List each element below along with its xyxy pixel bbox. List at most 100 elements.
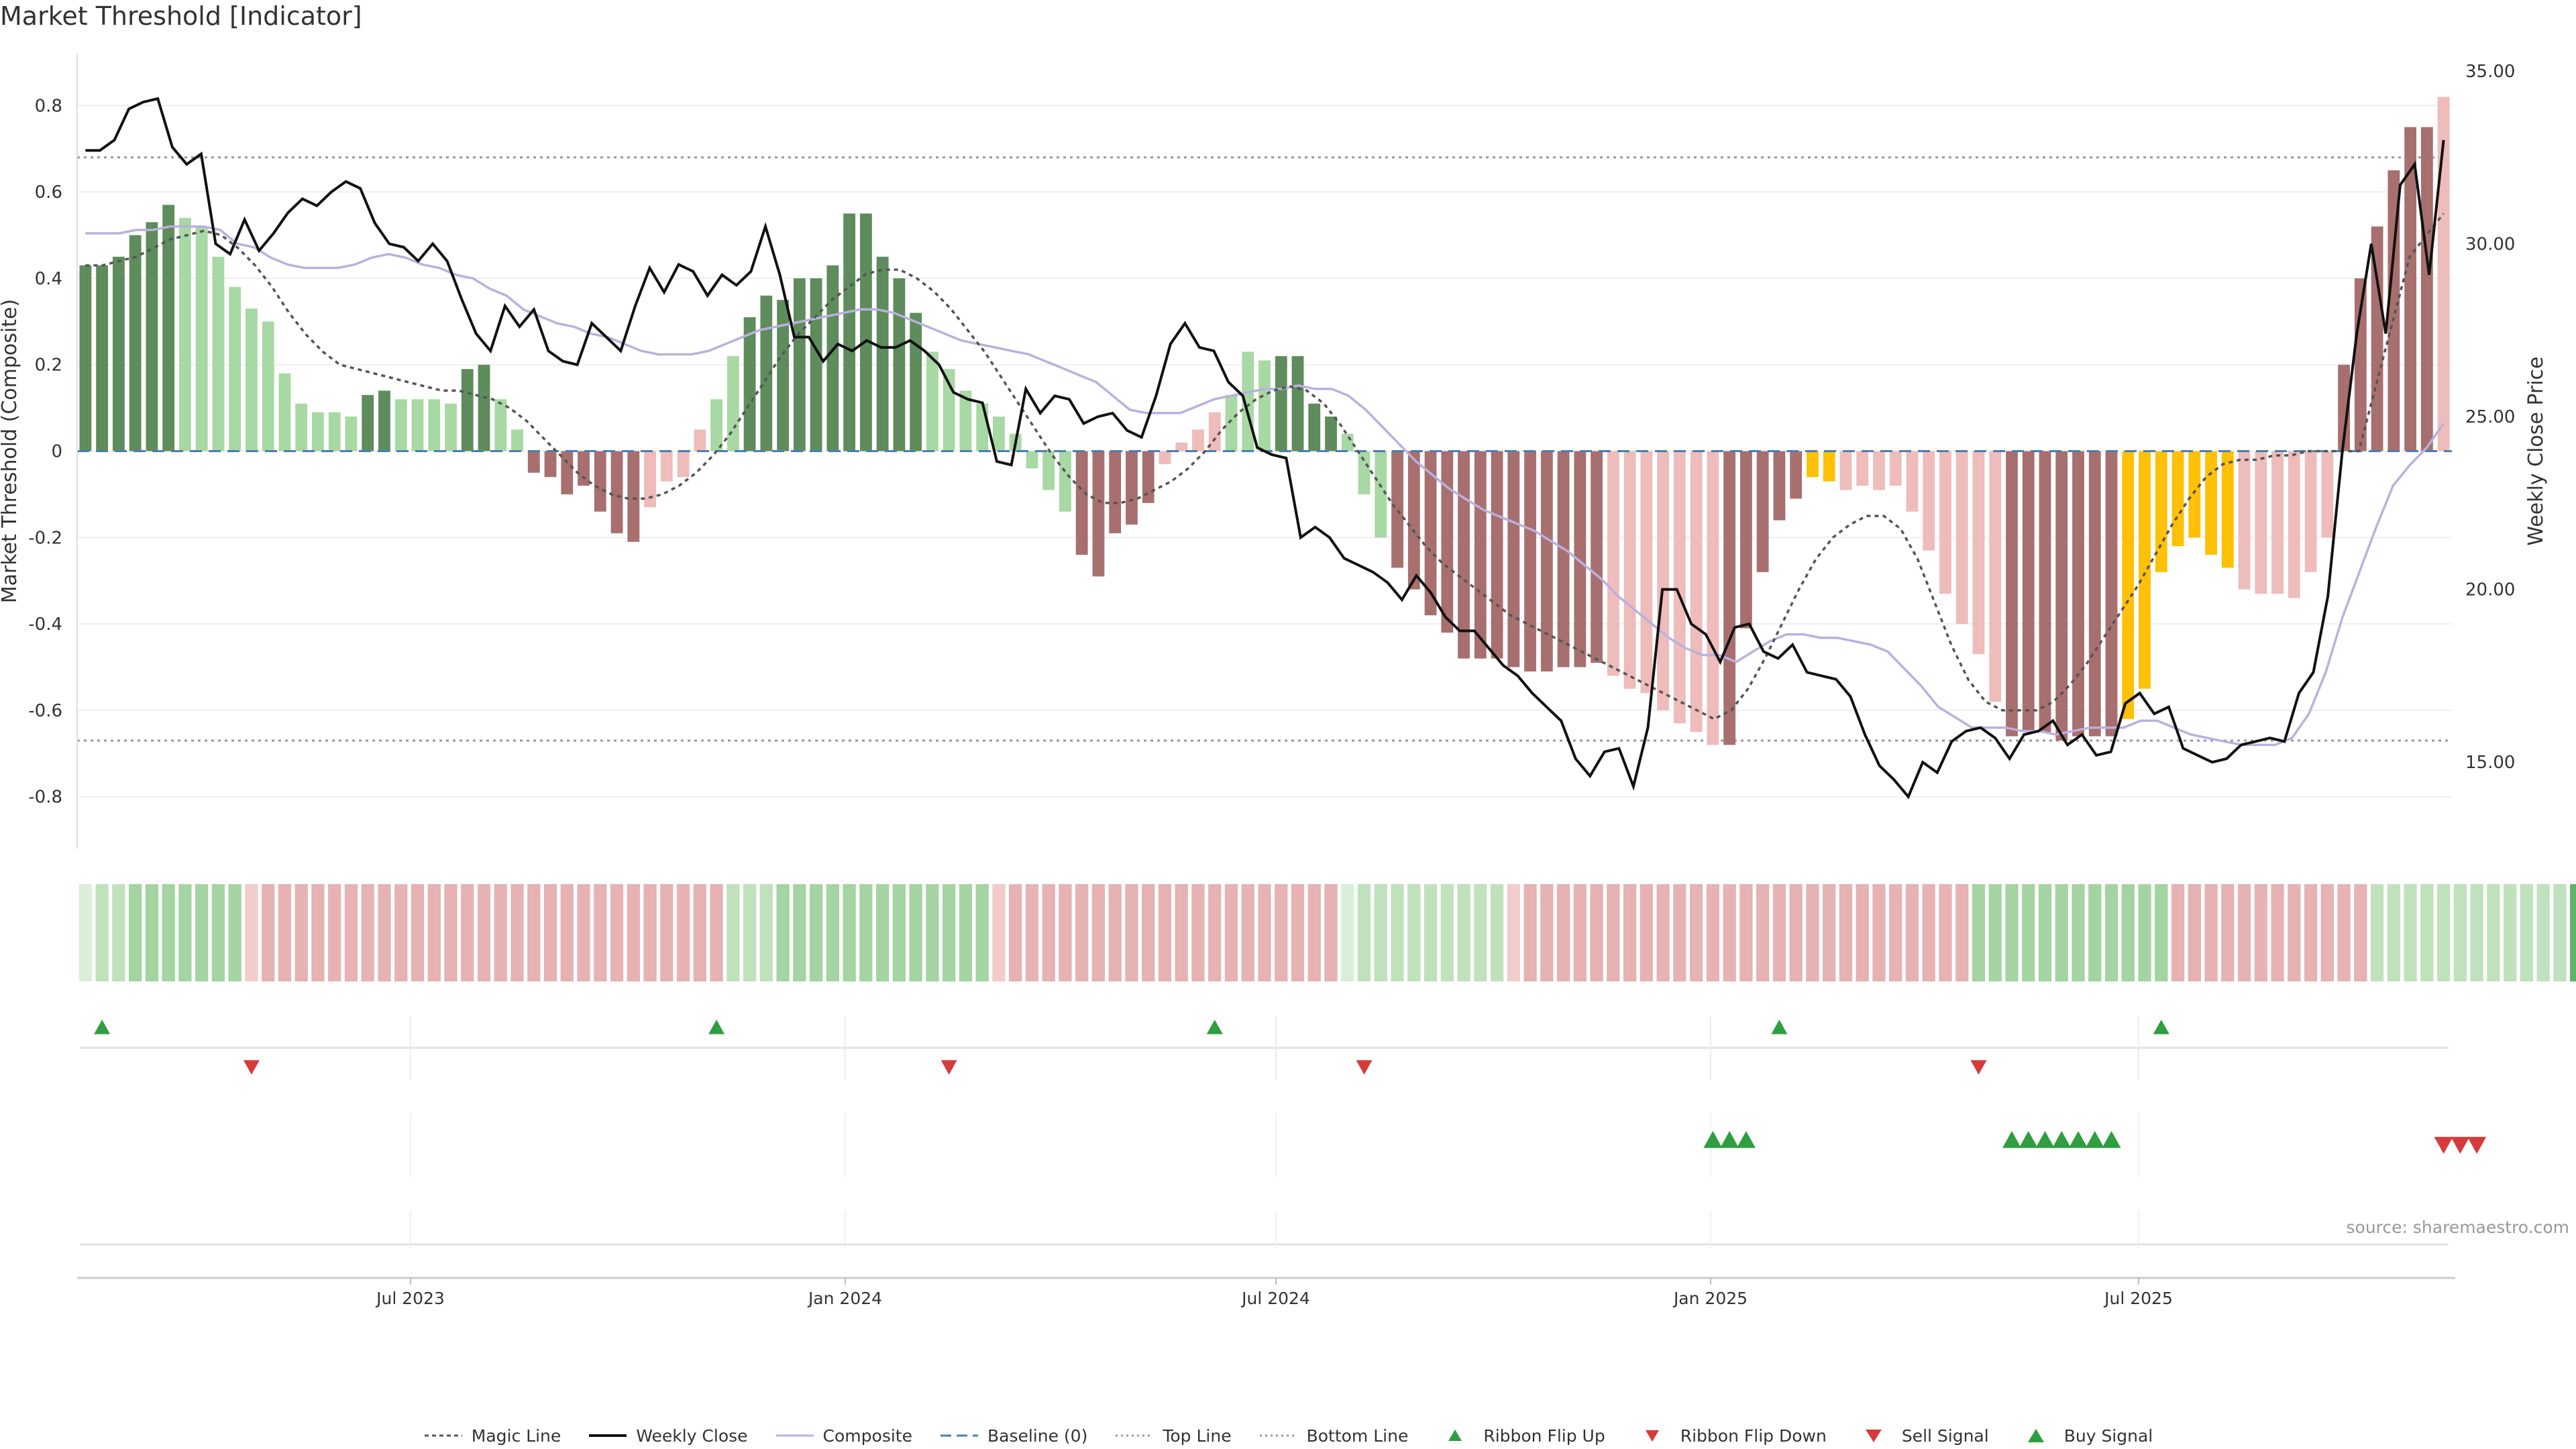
composite-bar xyxy=(1159,451,1171,464)
composite-bar xyxy=(1657,451,1670,710)
legend-label: Top Line xyxy=(1163,1426,1232,1446)
composite-bar xyxy=(246,308,258,451)
composite-bar xyxy=(2238,451,2251,590)
composite-bar xyxy=(1739,451,1752,629)
ribbon-cell xyxy=(211,884,225,981)
sell-signal-marker xyxy=(2467,1136,2487,1154)
composite-bar xyxy=(876,256,889,451)
ribbon-cell xyxy=(444,884,458,981)
ribbon-cell xyxy=(2038,884,2052,981)
ribbon-cell xyxy=(394,884,408,981)
y-right-tick-label: 35.00 xyxy=(2465,62,2515,82)
ribbon-cell xyxy=(2320,884,2334,981)
ribbon-flip-down-marker xyxy=(243,1060,260,1075)
composite-bar xyxy=(1574,451,1587,667)
composite-bar xyxy=(1906,451,1919,512)
ribbon-cell xyxy=(1091,884,1106,981)
composite-bar xyxy=(527,451,540,473)
ribbon-cell xyxy=(1025,884,1039,981)
buy-signal-marker xyxy=(2019,1131,2038,1148)
ribbon-cell xyxy=(1706,884,1720,981)
composite-bar xyxy=(112,256,125,451)
legend-item-composite: Composite xyxy=(775,1426,912,1446)
ribbon-flip-up-marker xyxy=(708,1020,725,1034)
signal-markers xyxy=(80,1016,2487,1248)
ribbon-cell xyxy=(1889,884,1902,981)
composite-bar xyxy=(1623,451,1636,689)
ribbon-cell xyxy=(195,884,209,981)
ribbon-cell xyxy=(676,884,690,981)
legend-label: Composite xyxy=(822,1426,912,1446)
composite-bar xyxy=(1225,394,1238,451)
composite-bar xyxy=(644,451,656,508)
composite-bar xyxy=(2055,451,2068,741)
composite-bar xyxy=(445,403,457,451)
ribbon-cell xyxy=(577,884,590,981)
ribbon-cell xyxy=(294,884,308,981)
legend-label: Weekly Close xyxy=(636,1426,748,1446)
buy-signal-marker xyxy=(1736,1131,1756,1148)
buy-signal-marker xyxy=(2002,1131,2021,1148)
composite-bar xyxy=(2155,451,2167,572)
ribbon-flip-up-marker xyxy=(1206,1020,1223,1034)
ribbon-cell xyxy=(1075,884,1089,981)
ribbon-cell xyxy=(1856,884,1869,981)
ribbon-cell xyxy=(1723,884,1736,981)
composite-bar xyxy=(578,451,590,486)
ribbon-cell xyxy=(311,884,325,981)
ribbon-cell xyxy=(2503,884,2517,981)
legend-label: Magic Line xyxy=(471,1426,561,1446)
ribbon-cell xyxy=(660,884,674,981)
composite-bar xyxy=(1723,451,1736,745)
y-left-tick-label: -0.4 xyxy=(28,614,62,635)
buy-signal-marker xyxy=(2035,1131,2055,1148)
composite-bar xyxy=(2105,451,2118,737)
ribbon-cell xyxy=(2237,884,2251,981)
composite-bar xyxy=(1989,451,2002,702)
legend-item-magic: Magic Line xyxy=(423,1426,561,1446)
composite-bar xyxy=(411,399,424,451)
composite-bar xyxy=(1557,451,1570,667)
composite-bar xyxy=(262,321,274,451)
ribbon-cell xyxy=(1905,884,1919,981)
composite-bar xyxy=(2420,127,2433,451)
close-legend-swatch xyxy=(589,1434,627,1437)
legend-item-flipup: Ribbon Flip Up xyxy=(1435,1426,1605,1446)
ribbon-cell xyxy=(1607,884,1620,981)
ribbon-flip-up-marker xyxy=(94,1020,111,1034)
x-tick-label: Jan 2025 xyxy=(1672,1289,1748,1308)
top-legend-swatch xyxy=(1116,1434,1154,1437)
ribbon-cell xyxy=(1307,884,1321,981)
ribbon-cell xyxy=(992,884,1006,981)
buy-signal-marker xyxy=(2102,1131,2121,1148)
composite-bar xyxy=(1607,451,1619,676)
composite-bar xyxy=(727,356,739,451)
composite-bar xyxy=(1358,451,1371,494)
y-right-tick-label: 30.00 xyxy=(2465,234,2515,254)
composite-bar xyxy=(1507,451,1520,667)
ribbon-cell xyxy=(1258,884,1271,981)
ribbon-cell xyxy=(2337,884,2351,981)
composite-bar xyxy=(212,256,225,451)
legend: Magic Line Weekly Close Composite Baseline … xyxy=(0,1424,2576,1448)
composite-bar xyxy=(1092,451,1105,577)
ribbon-cell xyxy=(2072,884,2085,981)
composite-bar xyxy=(1640,451,1653,694)
ribbon-cell xyxy=(1590,884,1603,981)
composite-bar xyxy=(2404,127,2417,451)
ribbon-cell xyxy=(2304,884,2318,981)
composite-bar xyxy=(1807,451,1819,478)
composite-bar xyxy=(2271,451,2284,594)
ribbon-cell xyxy=(1142,884,1155,981)
composite-bar xyxy=(1923,451,1935,551)
ribbon-cell xyxy=(1673,884,1686,981)
ribbon-cell xyxy=(1573,884,1587,981)
composite-bar xyxy=(2321,451,2334,538)
composite-bar xyxy=(2088,451,2101,737)
ribbon-cell xyxy=(2404,884,2417,981)
composite-bar xyxy=(544,451,557,478)
ribbon-cell xyxy=(1158,884,1172,981)
composite-bar xyxy=(1291,356,1304,451)
x-axis: Jul 2023 Jan 2024 Jul 2024 Jan 2025 Jul 2025 xyxy=(77,1277,2455,1308)
composite-bar xyxy=(295,403,308,451)
